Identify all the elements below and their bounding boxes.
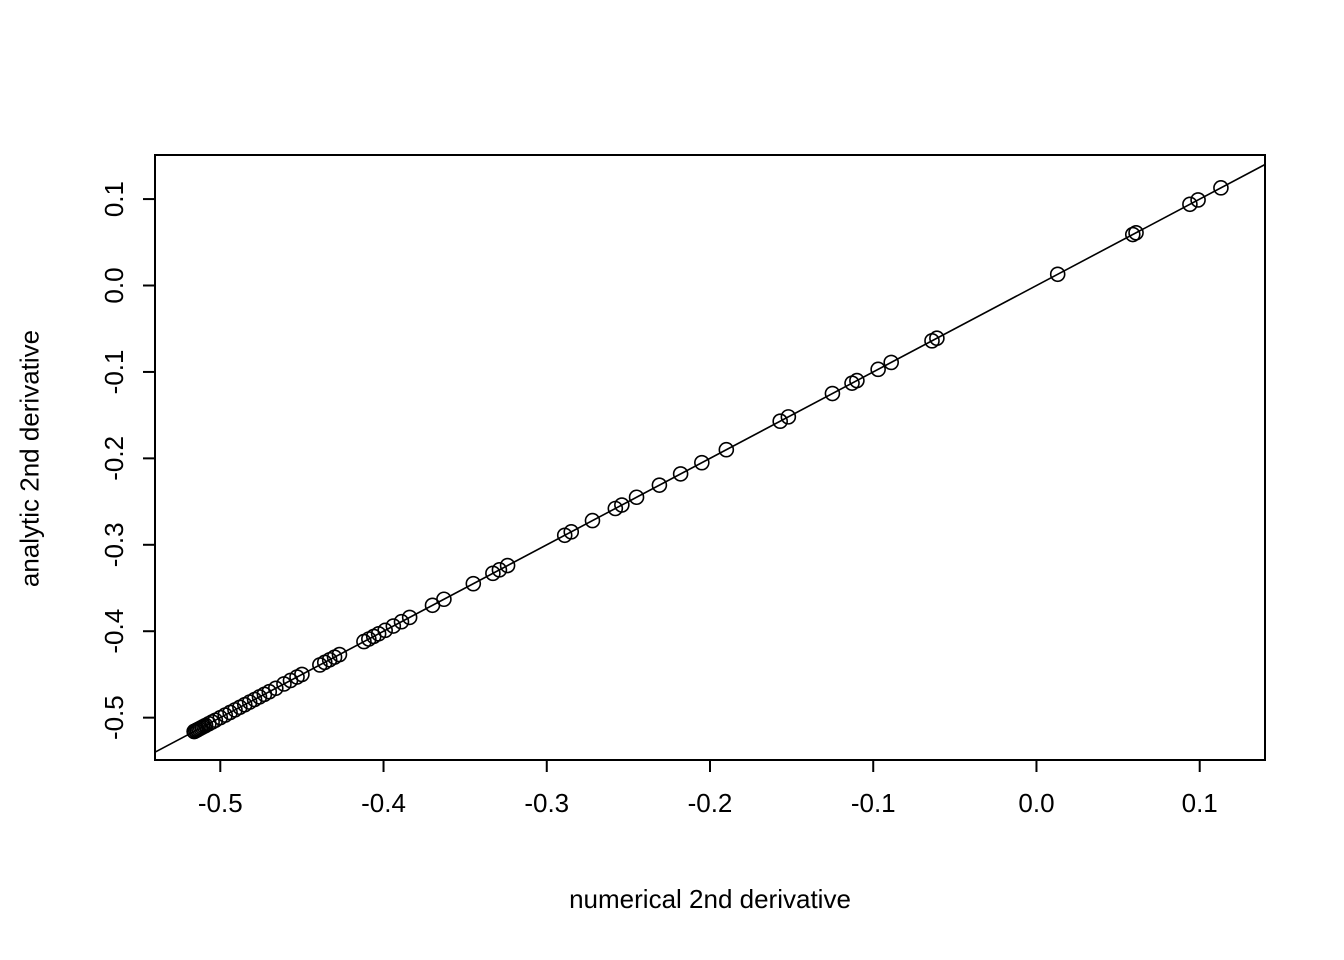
data-point	[694, 454, 710, 471]
data-point	[1213, 180, 1229, 196]
data-point	[393, 613, 410, 630]
data-point	[1128, 224, 1144, 241]
data-point	[401, 609, 418, 626]
data-point	[485, 565, 501, 582]
data-point	[883, 354, 899, 371]
data-point	[499, 557, 516, 574]
data-point	[870, 361, 886, 378]
data-point	[556, 527, 573, 544]
data-point	[607, 500, 624, 517]
x-tick-label: -0.3	[524, 788, 569, 818]
y-axis-label: analytic 2nd derivative	[14, 329, 45, 588]
data-point	[356, 633, 372, 650]
x-tick-label: 0.0	[1018, 788, 1054, 818]
x-axis-label: numerical 2nd derivative	[569, 884, 851, 914]
data-point	[584, 512, 601, 529]
data-point	[385, 618, 402, 634]
data-point	[718, 441, 735, 458]
y-tick-label: 0.0	[99, 267, 129, 303]
data-point	[1182, 196, 1198, 213]
data-point	[672, 466, 689, 482]
data-point	[651, 477, 668, 493]
data-point	[924, 333, 940, 349]
data-point	[276, 676, 292, 692]
y-tick-label: 0.1	[99, 181, 129, 217]
y-tick-label: -0.4	[99, 609, 129, 654]
data-point	[844, 375, 860, 391]
data-point	[824, 385, 841, 402]
identity-line	[154, 163, 1266, 753]
data-point	[628, 489, 645, 506]
x-tick-label: -0.1	[851, 788, 896, 818]
data-point	[1190, 192, 1206, 208]
data-point	[186, 723, 202, 740]
data-point	[1124, 226, 1141, 243]
data-point	[312, 657, 328, 673]
x-tick-label: -0.4	[361, 788, 406, 818]
y-tick-label: -0.5	[99, 695, 129, 740]
data-point	[1049, 266, 1066, 283]
y-tick-label: -0.1	[99, 350, 129, 395]
x-tick-label: -0.5	[198, 788, 243, 818]
data-point	[424, 597, 441, 614]
y-tick-label: -0.3	[99, 522, 129, 567]
x-tick-label: -0.2	[688, 788, 733, 818]
data-point	[465, 575, 482, 592]
y-tick-label: -0.2	[99, 436, 129, 481]
x-tick-label: 0.1	[1182, 788, 1218, 818]
data-point	[780, 409, 797, 425]
data-point	[772, 413, 788, 430]
